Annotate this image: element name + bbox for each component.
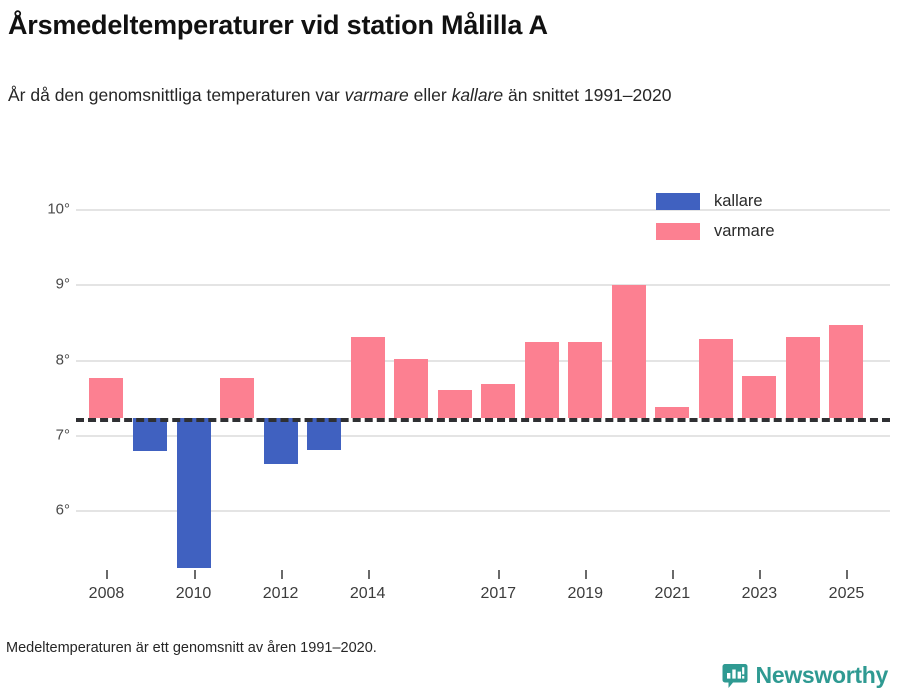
x-axis-tick-label: 2019 [567,585,604,602]
legend-label: kallare [714,191,763,210]
y-axis-tick-label: 10° [47,200,70,218]
page-subtitle: År då den genomsnittliga temperaturen va… [8,82,868,108]
x-axis-tick-label: 2025 [828,585,865,602]
y-axis-tick-label: 9° [55,275,70,293]
brand-name: Newsworthy [755,662,889,688]
page-title: Årsmedeltemperaturer vid station Målilla… [8,10,548,40]
x-axis-tick [367,570,370,579]
x-axis-tick-label: 2010 [175,585,212,602]
x-axis-tick [498,570,501,579]
subtitle-emphasis-kallare: kallare [451,85,504,105]
bar-2013[interactable] [307,418,342,451]
bar-2014[interactable] [350,337,385,419]
x-axis-tick [280,570,283,579]
bar-2015[interactable] [394,358,429,419]
y-axis-tick-label: 6° [55,501,70,519]
gridline [76,284,890,287]
legend-item-kallare[interactable]: kallare [656,186,856,216]
x-axis-tick-label: 2017 [480,585,517,602]
y-axis-tick-label: 7° [55,426,70,444]
gridline [76,208,890,211]
bar-chart-speech-bubble-icon [722,663,748,689]
gridline [76,359,890,362]
gridline [76,435,890,438]
bar-2008[interactable] [89,377,124,419]
x-axis-tick-label: 2014 [349,585,386,602]
x-axis-tick-label: 2008 [88,585,125,602]
y-axis-tick-label: 8° [55,351,70,369]
x-axis-tick-label: 2023 [741,585,778,602]
average-reference-line [76,418,890,423]
x-axis-tick [759,570,762,579]
subtitle-text-2: eller [408,85,452,105]
x-axis-tick-label: 2021 [654,585,691,602]
bar-2022[interactable] [698,338,733,419]
bar-2021[interactable] [655,407,690,419]
x-axis-tick [846,570,849,579]
x-axis-tick-label: 2012 [262,585,299,602]
bar-2009[interactable] [133,418,167,451]
legend-item-varmare[interactable]: varmare [656,216,856,246]
x-axis-tick [193,570,196,579]
bar-2011[interactable] [220,377,255,419]
bar-2018[interactable] [524,341,559,419]
gridline [76,510,890,513]
bar-2025[interactable] [829,324,864,419]
legend-label: varmare [714,221,775,240]
x-axis-tick [585,570,588,579]
x-axis: 2008 2010 2012 2014 2017 2019 2021 2023 2025 [76,570,890,620]
subtitle-emphasis-varmare: varmare [344,85,409,105]
bar-2023[interactable] [742,376,777,419]
bar-2010[interactable] [176,418,211,568]
legend-swatch-kallare [656,192,700,210]
x-axis-tick [106,570,109,579]
newsworthy-logo[interactable]: Newsworthy [722,662,888,689]
subtitle-text-3: än snittet 1991–2020 [503,85,672,105]
subtitle-text-1: År då den genomsnittliga temperaturen va… [8,85,345,105]
legend-swatch-varmare [656,222,700,240]
bar-2024[interactable] [785,337,820,419]
plot-area [76,190,890,570]
bar-2019[interactable] [568,341,603,419]
chart-legend: kallare varmare [656,186,856,246]
y-axis-labels: 6° 7° 8° 9° 10° [18,190,70,570]
bar-2017[interactable] [481,383,516,419]
bar-2020[interactable] [611,285,646,419]
chart-footnote: Medeltemperaturen är ett genomsnitt av å… [6,640,377,656]
bar-2012[interactable] [263,418,298,464]
bar-2016[interactable] [437,389,472,419]
x-axis-tick [672,570,675,579]
